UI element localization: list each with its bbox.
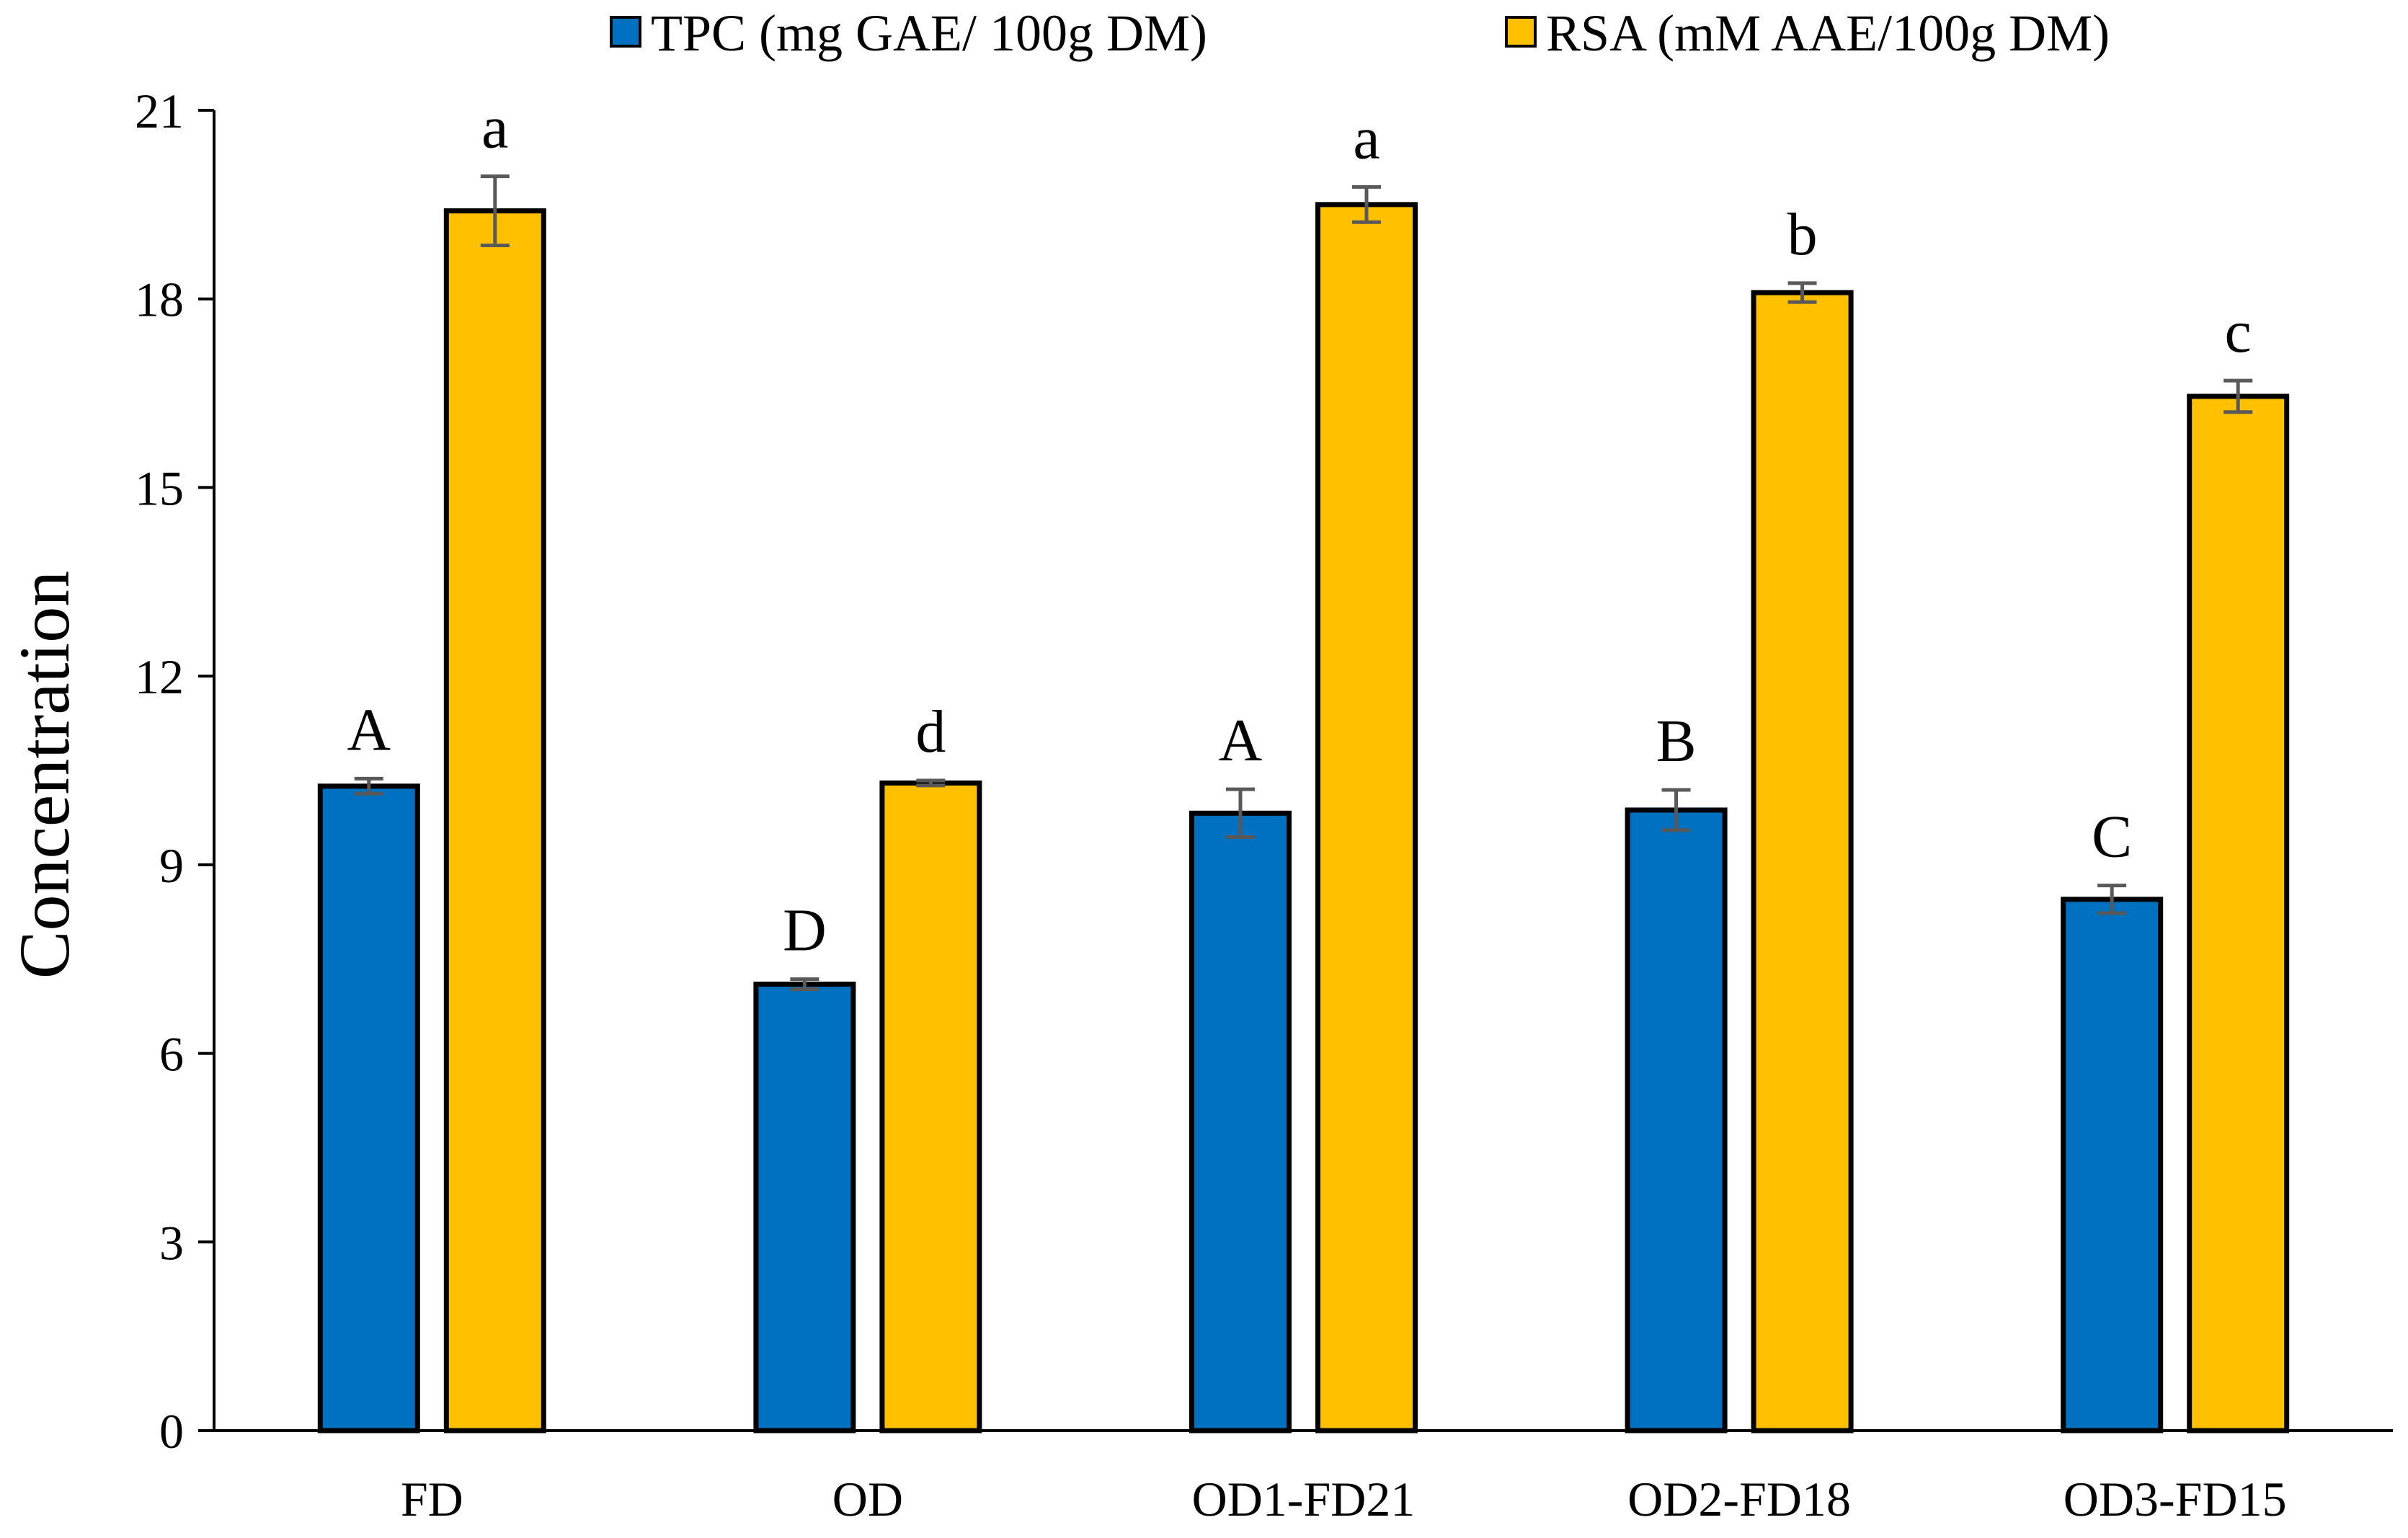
x-axis: FD OD OD1-FD21 OD2-FD18 OD3-FD15	[214, 1429, 2393, 1526]
y-tick-label: 3	[159, 1215, 184, 1270]
y-tick-label: 12	[135, 649, 184, 704]
y-tick-label: 21	[135, 84, 184, 138]
significance-label: c	[2225, 298, 2252, 365]
bar	[753, 982, 856, 1433]
legend: TPC (mg GAE/ 100g DM) RSA (mM AAE/100g DM…	[610, 4, 2110, 62]
bar	[317, 783, 420, 1433]
bar	[1625, 807, 1728, 1433]
bar	[2187, 394, 2290, 1433]
x-tick-label: OD	[832, 1472, 903, 1526]
y-axis: 0 3 6 9 12 15 18 21	[135, 84, 216, 1459]
x-tick-label: FD	[401, 1472, 463, 1526]
bar	[879, 780, 982, 1433]
x-tick-label: OD1-FD21	[1192, 1472, 1416, 1526]
significance-label: A	[347, 696, 391, 763]
bars-group: Aa Dd Aa Bb Cc	[317, 94, 2290, 1433]
bar	[443, 208, 546, 1433]
legend-swatch	[610, 16, 641, 48]
legend-swatch	[1505, 16, 1537, 48]
significance-label: d	[915, 698, 946, 765]
bar	[1315, 202, 1418, 1433]
y-tick-label: 15	[135, 461, 184, 515]
bar	[1189, 810, 1292, 1433]
y-tick-label: 18	[135, 272, 184, 327]
significance-label: B	[1656, 708, 1697, 775]
bar	[1751, 290, 1854, 1433]
y-tick-label: 6	[159, 1027, 184, 1082]
significance-label: a	[481, 94, 508, 161]
legend-label: RSA (mM AAE/100g DM)	[1546, 4, 2110, 62]
significance-label: a	[1353, 105, 1380, 172]
y-tick-label: 9	[159, 838, 184, 893]
significance-label: b	[1787, 201, 1818, 268]
significance-label: C	[2092, 804, 2132, 871]
y-tick-label: 0	[159, 1404, 184, 1459]
significance-label: A	[1219, 707, 1263, 774]
x-tick-label: OD2-FD18	[1627, 1472, 1851, 1526]
x-tick-label: OD3-FD15	[2063, 1472, 2287, 1526]
y-axis-title: Concentration	[4, 571, 84, 979]
significance-label: D	[783, 897, 827, 964]
bar	[2061, 897, 2164, 1433]
legend-label: TPC (mg GAE/ 100g DM)	[651, 4, 1207, 62]
